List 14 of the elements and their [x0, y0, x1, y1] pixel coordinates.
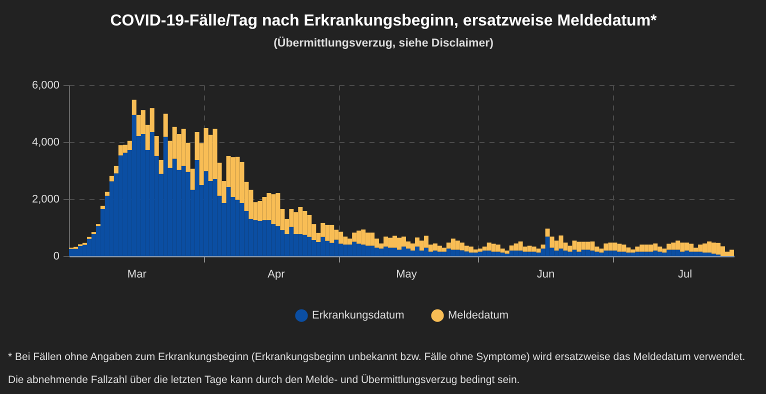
y-tick-label: 0 — [53, 250, 60, 262]
legend-label: Erkrankungsdatum — [312, 310, 404, 322]
legend-label: Meldedatum — [448, 310, 509, 322]
x-tick-label: May — [396, 268, 418, 280]
y-tick-label: 2,000 — [32, 194, 60, 206]
x-tick-label: Apr — [268, 268, 286, 280]
x-tick-label: Mar — [127, 268, 147, 280]
y-tick-label: 4,000 — [32, 136, 60, 148]
chart-title: COVID-19-Fälle/Tag nach Erkrankungsbeginn, ersatzweise Meldedatum* — [110, 12, 658, 30]
x-tick-label: Jun — [536, 268, 555, 280]
x-tick-label: Jul — [678, 268, 692, 280]
chart-subtitle: (Übermittlungsverzug, siehe Disclaimer) — [274, 36, 494, 50]
y-tick-label: 6,000 — [32, 80, 60, 92]
text: * Bei Fällen ohne Angaben zum Erkrankungsbeginn (Erkrankungsbeginn unbekannt bzw. Fälle ohne Symptome) wird ersatzweise das Meldedatum verwendet. Die abnehmende Fallzahl über die letzten Tage kann durch den Melde- und Übermittlungsverzug bedingt sein. — [8, 350, 746, 388]
